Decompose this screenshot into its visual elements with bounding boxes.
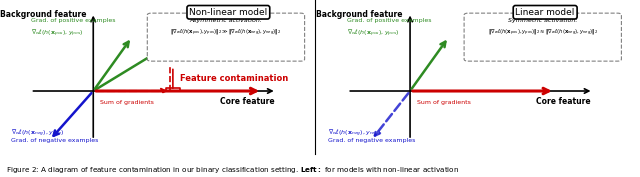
Text: Grad. of positive examples: Grad. of positive examples xyxy=(348,18,432,22)
Text: Grad. of positive examples: Grad. of positive examples xyxy=(31,18,115,22)
FancyBboxPatch shape xyxy=(464,13,621,61)
Text: Figure 2: A diagram of feature contamination in our binary classification settin: Figure 2: A diagram of feature contamina… xyxy=(6,165,460,175)
Text: Sum of gradients: Sum of gradients xyxy=(417,100,471,105)
Text: Non-linear model: Non-linear model xyxy=(189,8,268,17)
Text: $\|\nabla_w\ell(h(\mathbf{x}_{pos}), y_{pos})\|_2 \gg \|\nabla_w\ell(h(\mathbf{x: $\|\nabla_w\ell(h(\mathbf{x}_{pos}), y_{… xyxy=(170,27,282,37)
Text: Linear model: Linear model xyxy=(515,8,575,17)
Text: $\nabla_w\ell(h(\mathbf{x}_{pos}), y_{pos})$: $\nabla_w\ell(h(\mathbf{x}_{pos}), y_{po… xyxy=(31,27,83,39)
Text: Symmetric activation:: Symmetric activation: xyxy=(508,18,577,22)
Text: Grad. of negative examples: Grad. of negative examples xyxy=(12,138,99,142)
Text: Core feature: Core feature xyxy=(220,97,274,106)
Text: $\|\nabla_w\ell(h(\mathbf{x}_{pos}), y_{pos})\|_2 \approx \|\nabla_w\ell(h(\math: $\|\nabla_w\ell(h(\mathbf{x}_{pos}), y_{… xyxy=(488,27,598,37)
Text: $\nabla_w\ell(h(\mathbf{x}_{pos}), y_{pos})$: $\nabla_w\ell(h(\mathbf{x}_{pos}), y_{po… xyxy=(348,27,400,39)
Text: $\nabla_w\ell(h(\mathbf{x}_{neg}), y_{neg})$: $\nabla_w\ell(h(\mathbf{x}_{neg}), y_{ne… xyxy=(12,128,65,139)
Text: Background feature: Background feature xyxy=(0,10,86,19)
Text: Sum of gradients: Sum of gradients xyxy=(100,100,154,105)
Text: Grad. of negative examples: Grad. of negative examples xyxy=(328,138,415,142)
Text: Asymmetric activation:: Asymmetric activation: xyxy=(189,18,262,22)
Text: Core feature: Core feature xyxy=(536,97,591,106)
FancyBboxPatch shape xyxy=(147,13,305,61)
Text: $\nabla_w\ell(h(\mathbf{x}_{neg}), y_{neg})$: $\nabla_w\ell(h(\mathbf{x}_{neg}), y_{ne… xyxy=(328,128,381,139)
Text: Feature contamination: Feature contamination xyxy=(180,74,289,83)
Text: Background feature: Background feature xyxy=(316,10,403,19)
